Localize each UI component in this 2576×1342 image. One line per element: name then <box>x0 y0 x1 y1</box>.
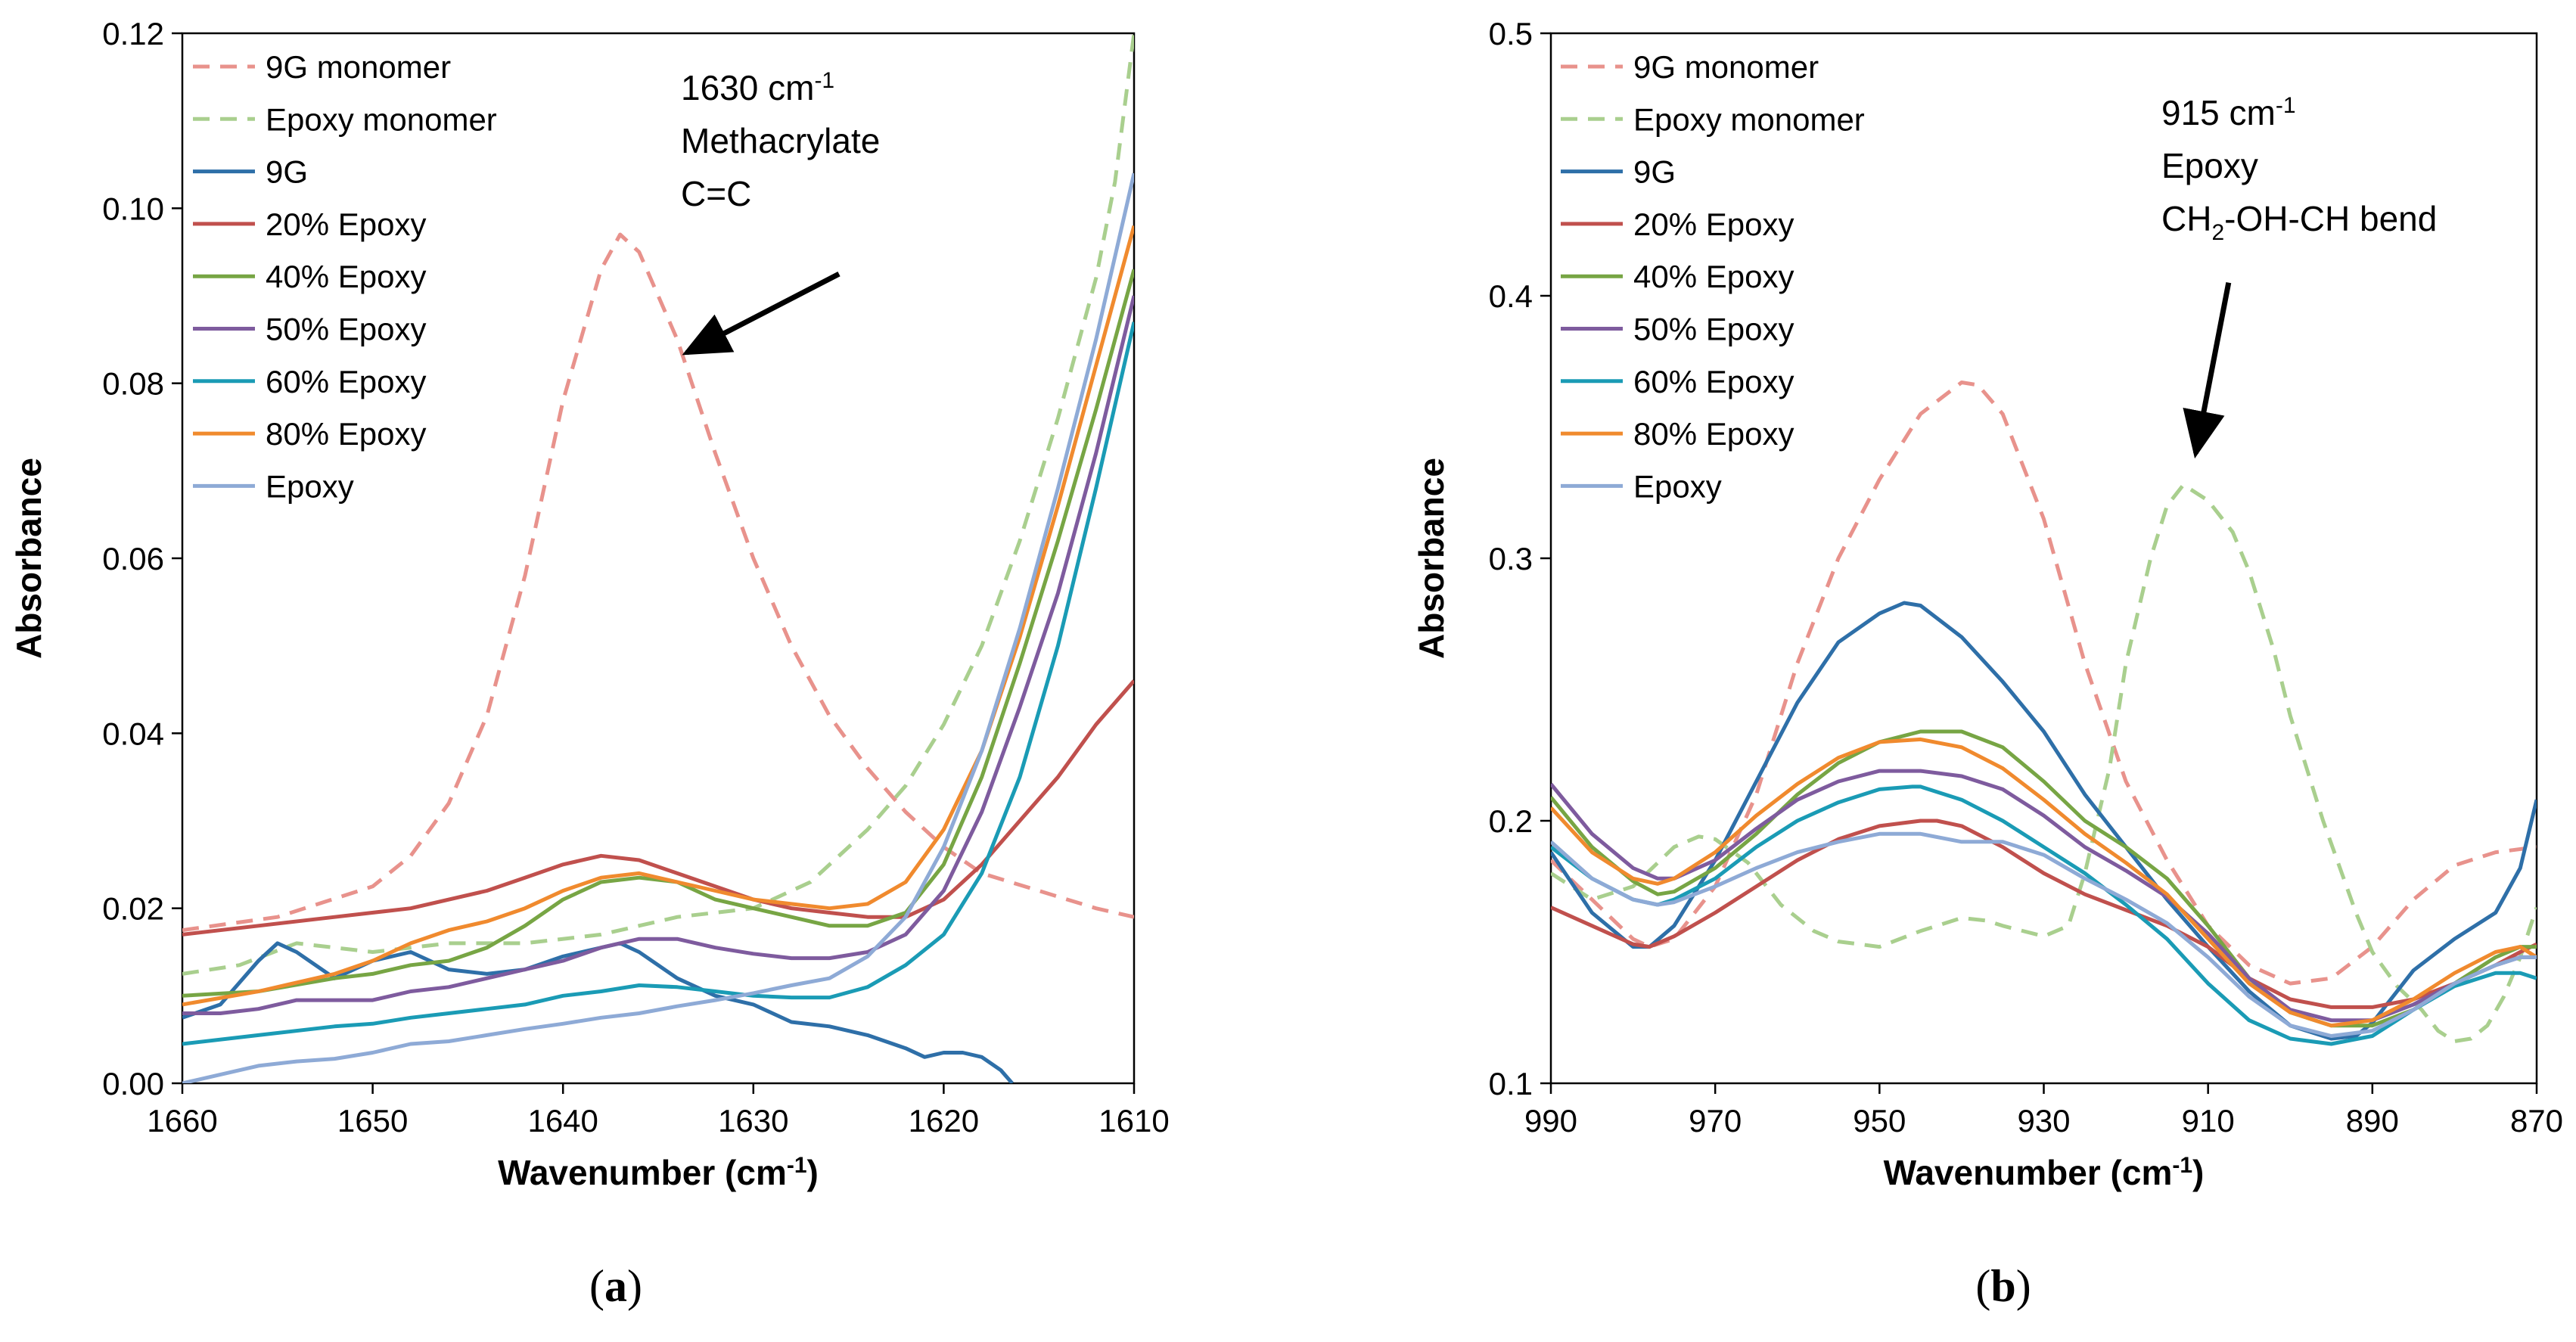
chart-b-series-line-epoxy-monomer <box>1551 483 2537 1043</box>
panel-a: 0.00 0.02 0.04 0.06 0.08 0.10 0.12 1660 1650 1640… <box>9 16 1170 1311</box>
chart-a-legend-label: 9G monomer <box>266 49 451 85</box>
chart-b-x-axis-title: Wavenumber (cm-1) <box>1884 1153 2205 1192</box>
chart-b-legend-label: Epoxy <box>1633 468 1722 504</box>
chart-b-y-tick-label: 0.3 <box>1489 541 1533 576</box>
chart-b-legend-label: 80% Epoxy <box>1633 416 1794 452</box>
chart-a-series-line-50-epoxy <box>182 295 1134 1015</box>
chart-a-series-line-60-epoxy <box>182 322 1134 1046</box>
chart-a-y-tick-label: 0.02 <box>102 891 164 927</box>
chart-b-plot-frame <box>1549 32 2538 1085</box>
chart-b-x-tick-label: 870 <box>2510 1103 2563 1139</box>
chart-b-panel-label: (b) <box>1975 1261 2031 1311</box>
chart-b-series-line-80-epoxy <box>1551 737 2537 1028</box>
chart-b-x-tick-label: 990 <box>1524 1103 1577 1139</box>
chart-b-legend-label: 60% Epoxy <box>1633 364 1794 399</box>
chart-a-y-tick-label: 0.00 <box>102 1066 164 1101</box>
chart-b-y-tick-label: 0.2 <box>1489 803 1533 839</box>
chart-b-annotation-line3: CH2-OH-CH bend <box>2161 199 2437 245</box>
chart-a-series-group <box>182 33 1134 1083</box>
chart-a-legend-label: 80% Epoxy <box>266 416 426 452</box>
chart-b-x-tick-label: 930 <box>2017 1103 2070 1139</box>
chart-b-annotation-line2: Epoxy <box>2161 146 2258 185</box>
chart-a-legend-label: 50% Epoxy <box>266 312 426 347</box>
chart-a-legend-label: 40% Epoxy <box>266 259 426 294</box>
chart-b-series-line-40-epoxy <box>1551 729 2537 1028</box>
chart-a-series-line-9g <box>182 941 1014 1083</box>
chart-a-y-tick-label: 0.04 <box>102 716 164 751</box>
chart-a-series-line-40-epoxy <box>182 269 1134 998</box>
chart-b-legend-label: 40% Epoxy <box>1633 259 1794 294</box>
chart-a-y-tick-label: 0.08 <box>102 366 164 402</box>
chart-b-x-tick-label: 890 <box>2346 1103 2399 1139</box>
chart-b-x-tick-label: 970 <box>1689 1103 1742 1139</box>
chart-a-x-tick-label: 1650 <box>337 1103 408 1139</box>
chart-a-y-tick-label: 0.10 <box>102 191 164 226</box>
chart-b-x-tick-label: 950 <box>1853 1103 1906 1139</box>
chart-a-series-line-epoxy-monomer <box>182 33 1134 976</box>
chart-a-legend: 9G monomer Epoxy monomer 9G 20% Epoxy 40% Ep… <box>193 49 497 504</box>
chart-b-series-line-50-epoxy <box>1551 769 2537 1023</box>
chart-b-legend-label: 50% Epoxy <box>1633 312 1794 347</box>
chart-b-legend-label: 20% Epoxy <box>1633 207 1794 242</box>
chart-a-y-tick-label: 0.06 <box>102 541 164 576</box>
chart-a-x-axis-title: Wavenumber (cm-1) <box>498 1153 819 1192</box>
chart-b-legend-label: 9G monomer <box>1633 49 1819 85</box>
chart-a-legend-label: 20% Epoxy <box>266 207 426 242</box>
chart-b-x-tick-label: 910 <box>2182 1103 2235 1139</box>
chart-b-y-tick-label: 0.1 <box>1489 1066 1533 1101</box>
chart-a-panel-label: (a) <box>589 1261 642 1311</box>
chart-b-y-tick-label: 0.5 <box>1489 16 1533 51</box>
chart-b-annotation-arrow <box>2183 281 2232 459</box>
chart-a-annotation: 1630 cm-1 Methacrylate C=C <box>681 68 880 356</box>
chart-a-legend-label: Epoxy monomer <box>266 101 497 137</box>
chart-a-plot-frame <box>181 32 1136 1085</box>
chart-b-legend-label: Epoxy monomer <box>1633 101 1865 137</box>
chart-b-y-tick-label: 0.4 <box>1489 278 1533 314</box>
chart-b-series-line-60-epoxy <box>1551 784 2537 1046</box>
chart-b-series-line-20-epoxy <box>1551 819 2537 1009</box>
chart-a-legend-label: 60% Epoxy <box>266 364 426 399</box>
chart-a-series-line-9g-monomer <box>182 232 1134 933</box>
chart-a-x-tick-label: 1610 <box>1098 1103 1169 1139</box>
chart-b-y-axis-title: Absorbance <box>1412 458 1451 659</box>
chart-b-legend: 9G monomer Epoxy monomer 9G 20% Epoxy 40% Ep… <box>1561 49 1865 504</box>
chart-a-x-tick-label: 1630 <box>718 1103 788 1139</box>
chart-a-legend-label: 9G <box>266 154 308 190</box>
chart-a-y-axis-title: Absorbance <box>9 458 48 659</box>
chart-a-x-tick-label: 1660 <box>147 1103 217 1139</box>
chart-a-annotation-line3: C=C <box>681 174 751 213</box>
chart-b-series-group <box>1551 381 2537 1046</box>
chart-b-annotation: 915 cm-1 Epoxy CH2-OH-CH bend <box>2161 93 2437 459</box>
chart-b-series-line-9g-monomer <box>1551 381 2537 986</box>
chart-b-annotation-line1: 915 cm-1 <box>2161 93 2296 132</box>
chart-a-y-tick-label: 0.12 <box>102 16 164 51</box>
chart-a-annotation-arrow <box>682 271 841 356</box>
chart-a-x-tick-label: 1640 <box>527 1103 598 1139</box>
chart-a-annotation-line1: 1630 cm-1 <box>681 68 834 107</box>
panel-b: 0.1 0.2 0.3 0.4 0.5 990 970 950 930 910 890 870 Wave… <box>1412 16 2563 1311</box>
chart-b-legend-label: 9G <box>1633 154 1676 190</box>
chart-a-series-line-epoxy <box>182 172 1134 1083</box>
chart-a-series-line-20-epoxy <box>182 679 1134 937</box>
chart-a-legend-label: Epoxy <box>266 468 354 504</box>
chart-a-x-tick-label: 1620 <box>909 1103 979 1139</box>
chart-a-annotation-line2: Methacrylate <box>681 121 880 160</box>
chart-b-series-line-epoxy <box>1551 831 2537 1038</box>
